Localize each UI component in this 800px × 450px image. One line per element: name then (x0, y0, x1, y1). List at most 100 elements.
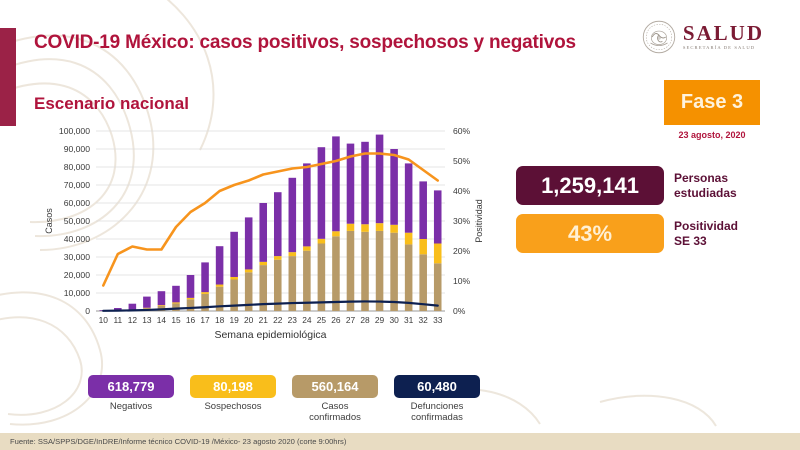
bar-segment (346, 223, 355, 231)
bar-segment (201, 262, 209, 293)
legend-item-sospechosos: 80,198 Sospechosos (190, 375, 276, 424)
x-axis-tick-label: 29 (375, 315, 385, 325)
kpi-positividad: 43% Positividad SE 33 (516, 214, 738, 253)
kpi-stats: 1,259,141 Personas estudiadas 43% Positi… (516, 166, 738, 262)
bar-segment (346, 143, 355, 224)
kpi-personas-estudiadas: 1,259,141 Personas estudiadas (516, 166, 738, 205)
bar-segment (244, 269, 253, 273)
bar-segment (404, 244, 413, 311)
x-axis-tick-label: 15 (171, 315, 181, 325)
mexico-national-seal-icon (642, 20, 676, 54)
bar-segment (230, 279, 238, 311)
bar-segment (259, 261, 268, 266)
bar-segment (157, 305, 166, 306)
y-axis-tick-label: 50,000 (64, 216, 91, 226)
y2-axis-title: Positividad (474, 199, 484, 243)
bar-segment (375, 134, 384, 224)
y-axis-tick-label: 40,000 (64, 234, 91, 244)
y-axis-tick-label: 60,000 (64, 198, 91, 208)
y-axis-tick-label: 0 (85, 306, 90, 316)
bar-segment (259, 203, 268, 262)
x-axis-title: Semana epidemiológica (214, 329, 326, 341)
y-axis-tick-label: 100,000 (59, 126, 90, 136)
y-axis-tick-label: 30,000 (64, 252, 91, 262)
bar-segment (404, 163, 413, 233)
bar-segment (172, 285, 180, 303)
x-axis-tick-label: 19 (229, 315, 239, 325)
x-axis-tick-label: 21 (259, 315, 269, 325)
bar-segment (273, 259, 282, 311)
bar-segment (186, 297, 195, 300)
footer-source: Fuente: SSA/SPPS/DGE/InDRE/Informe técni… (10, 437, 347, 446)
bar-segment (375, 230, 384, 311)
page-title: COVID-19 México: casos positivos, sospec… (34, 32, 576, 53)
bar-segment (317, 238, 326, 244)
bar-segment (361, 231, 369, 311)
y-axis-title: Casos (44, 208, 54, 234)
bar-segment (375, 223, 384, 231)
title-accent-bar (0, 28, 16, 126)
y2-axis-tick-label: 30% (453, 216, 471, 226)
bar-segment (288, 252, 297, 257)
legend-caption: Casos confirmados (292, 401, 378, 424)
bar-segment (273, 256, 282, 260)
y2-axis-tick-label: 20% (453, 246, 471, 256)
legend-caption-line1: Casos (321, 401, 349, 412)
legend-item-defunciones: 60,480 Defunciones confirmadas (394, 375, 480, 424)
phase-badge: Fase 3 (664, 80, 760, 125)
page-subtitle: Escenario nacional (34, 94, 189, 113)
kpi-label-line1: Positividad (674, 219, 739, 234)
x-axis-tick-label: 25 (317, 315, 327, 325)
bar-segment (288, 256, 297, 311)
legend-caption: Defunciones confirmadas (394, 401, 480, 424)
bar-segment (317, 147, 326, 239)
kpi-label-line2: estudiadas (674, 185, 737, 200)
bar-segment (433, 263, 442, 311)
bar-segment (186, 299, 195, 311)
kpi-label-line2: SE 33 (674, 233, 707, 248)
bar-segment (288, 177, 297, 253)
bar-segment (390, 149, 398, 225)
bar-segment (433, 243, 442, 264)
bar-segment (244, 217, 253, 270)
x-axis-tick-label: 20 (244, 315, 254, 325)
salud-logo-subtitle: SECRETARÍA DE SALUD (682, 45, 756, 51)
y-axis-tick-label: 20,000 (64, 270, 91, 280)
x-axis-tick-label: 31 (404, 315, 414, 325)
bar-segment (215, 286, 224, 311)
bar-segment (157, 291, 166, 306)
legend-value: 618,779 (88, 375, 174, 398)
bar-segment (215, 246, 224, 285)
legend-value: 80,198 (190, 375, 276, 398)
chart-canvas: 0 10,000 20,000 30,000 40,000 50,000 60,000 70,… (44, 126, 484, 341)
x-axis-tick-label: 10 (99, 315, 109, 325)
x-axis-tick-label: 17 (200, 315, 210, 325)
epidemic-curve-chart: 0 10,000 20,000 30,000 40,000 50,000 60,000 70,… (30, 125, 510, 355)
x-axis-tick-label: 32 (419, 315, 429, 325)
legend-caption-line2: confirmadas (411, 411, 463, 423)
bar-segment (201, 293, 209, 311)
bar-segment (390, 224, 398, 233)
x-axis-tick-label: 27 (346, 315, 356, 325)
bar-segment (332, 231, 340, 237)
bar-segment (273, 192, 282, 257)
legend-value: 60,480 (394, 375, 480, 398)
x-axis-tick-label: 24 (302, 315, 312, 325)
bar-segment (361, 141, 369, 225)
x-axis-tick-label: 11 (113, 315, 122, 325)
kpi-label: Positividad SE 33 (674, 219, 738, 247)
y2-axis-tick-label: 10% (453, 276, 471, 286)
x-axis-tick-label: 13 (142, 315, 152, 325)
bar-segment (230, 231, 238, 277)
bar-segment (172, 302, 180, 304)
bar-segment (332, 136, 340, 232)
x-axis-tick-label: 26 (331, 315, 341, 325)
x-axis-tick-label: 12 (128, 315, 138, 325)
bar-segment (259, 265, 268, 311)
y2-axis-tick-label: 40% (453, 186, 471, 196)
x-axis-tick-label: 30 (389, 315, 399, 325)
salud-logo: SALUD SECRETARÍA DE SALUD (642, 20, 764, 54)
bar-segment (361, 224, 369, 232)
x-axis-tick-label: 16 (186, 315, 196, 325)
salud-logo-name: SALUD (682, 21, 764, 46)
